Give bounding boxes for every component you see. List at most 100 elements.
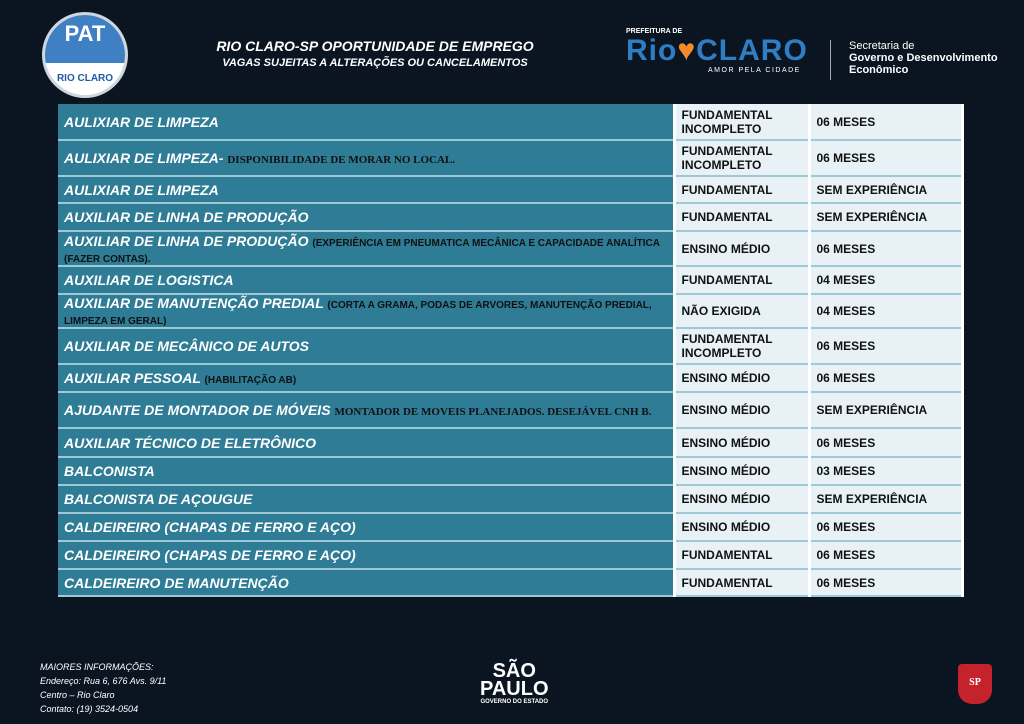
job-title: AUXILIAR TÉCNICO DE ELETRÔNICO [64,434,317,451]
experience-cell: 06 MESES [809,428,964,458]
job-title: AUXILIAR PESSOAL [64,370,201,386]
education-cell: NÃO EXIGIDA [674,294,811,329]
experience-cell: 06 MESES [809,328,964,365]
education-cell: ENSINO MÉDIO [674,364,811,393]
education-cell: ENSINO MÉDIO [674,392,811,429]
job-details: (CORTA A GRAMA, PODAS DE ARVORES, MANUTE… [64,300,652,327]
table-row: AUXILIAR DE MANUTENÇÃO PREDIAL (CORTA A … [58,294,964,329]
job-title: AJUDANTE DE MONTADOR DE MÓVEIS [64,402,331,418]
experience-cell: 04 MESES [809,266,964,295]
job-details: MONTADOR DE MOVEIS PLANEJADOS. DESEJÁVEL… [334,406,652,418]
job-details: (EXPERIÊNCIA EM PNEUMATICA MECÂNICA E CA… [64,237,660,265]
prefeitura-pre: PREFEITURA DE [626,28,683,35]
education-cell: ENSINO MÉDIO [674,485,811,514]
job-title-cell: CALDEIREIRO DE MANUTENÇÃO [58,569,676,597]
table-row: BALCONISTA ENSINO MÉDIO 03 MESES [58,457,964,486]
secretaria-line2: Governo e Desenvolvimento [849,52,998,64]
experience-cell: 06 MESES [809,104,964,141]
education-cell: FUNDAMENTAL [674,569,811,597]
experience-cell: SEM EXPERIÊNCIA [809,392,964,429]
education-cell: ENSINO MÉDIO [674,457,811,486]
job-title-cell: AJUDANTE DE MONTADOR DE MÓVEIS MONTADOR … [58,392,676,429]
education-cell: ENSINO MÉDIO [674,513,811,542]
job-title: AUXILIAR DE LINHA DE PRODUÇÃO [64,232,309,249]
experience-cell: 04 MESES [809,294,964,329]
job-title: BALCONISTA DE AÇOUGUE [64,491,253,507]
job-details: DISPONIBILIDADE DE MORAR NO LOCAL. [227,154,456,166]
job-title-cell: AUXILIAR DE LINHA DE PRODUÇÃO (EXPERIÊNC… [58,231,676,267]
footer-contact: Contato: (19) 3524-0504 [40,704,139,714]
footer-info: MAIORES INFORMAÇÕES: Endereço: Rua 6, 67… [40,660,166,716]
table-row: AUXILIAR DE LOGISTICA FUNDAMENTAL 04 MES… [58,266,964,295]
experience-cell: 03 MESES [809,457,964,486]
experience-cell: 06 MESES [809,364,964,393]
table-row: AUXILIAR DE LINHA DE PRODUÇÃO (EXPERIÊNC… [58,231,964,267]
job-title: AULIXIAR DE LIMPEZA [64,113,219,130]
job-title: BALCONISTA [64,463,155,479]
table-row: AJUDANTE DE MONTADOR DE MÓVEIS MONTADOR … [58,392,964,429]
page-title: RIO CLARO-SP OPORTUNIDADE DE EMPREGO [216,38,534,54]
logo-left: Rio [626,34,678,67]
experience-cell: 06 MESES [809,513,964,542]
education-cell: FUNDAMENTAL [674,541,811,570]
sp-line1: SÃO [492,660,536,682]
job-title: AULIXIAR DE LIMPEZA- [64,150,224,166]
experience-cell: 06 MESES [809,569,964,597]
job-title-cell: AUXILIAR DE MECÂNICO DE AUTOS [58,328,676,365]
job-title-cell: AUXILIAR DE LINHA DE PRODUÇÃO [58,203,676,232]
job-title: AUXILIAR DE LOGISTICA [64,272,234,288]
job-details: (HABILITAÇÃO AB) [204,375,297,386]
table-row: CALDEIREIRO (CHAPAS DE FERRO E AÇO) ENSI… [58,513,964,542]
job-title-cell: AUXILIAR PESSOAL (HABILITAÇÃO AB) [58,364,676,393]
job-title-cell: AUXILIAR DE LOGISTICA [58,266,676,295]
jobs-table: AULIXIAR DE LIMPEZA FUNDAMENTAL INCOMPLE… [58,104,964,597]
secretaria-line3: Econômico [849,64,909,76]
heart-icon: ♥ [677,34,697,67]
job-title-cell: AULIXIAR DE LIMPEZA- DISPONIBILIDADE DE … [58,140,676,177]
experience-cell: SEM EXPERIÊNCIA [809,485,964,514]
job-title-cell: BALCONISTA [58,457,676,486]
education-cell: FUNDAMENTAL [674,203,811,232]
education-cell: FUNDAMENTAL [674,266,811,295]
footer-address: Endereço: Rua 6, 676 Avs. 9/11 [40,676,167,686]
page-subtitle: VAGAS SUJEITAS A ALTERAÇÕES OU CANCELAME… [222,57,528,69]
sp-crest-icon: SP [958,664,992,704]
experience-cell: 06 MESES [809,541,964,570]
education-cell: FUNDAMENTAL INCOMPLETO [674,104,811,141]
pat-logo: PAT RIO CLARO [42,12,128,98]
pat-logo-subtitle: RIO CLARO [56,73,114,84]
table-row: AUXILIAR DE LINHA DE PRODUÇÃO FUNDAMENTA… [58,203,964,232]
job-title: CALDEIREIRO (CHAPAS DE FERRO E AÇO) [64,519,356,535]
education-cell: ENSINO MÉDIO [674,428,811,458]
job-title: AUXILIAR DE LINHA DE PRODUÇÃO [64,209,309,225]
table-row: BALCONISTA DE AÇOUGUE ENSINO MÉDIO SEM E… [58,485,964,514]
table-row: AUXILIAR DE MECÂNICO DE AUTOS FUNDAMENTA… [58,328,964,365]
education-cell: FUNDAMENTAL INCOMPLETO [674,140,811,177]
experience-cell: SEM EXPERIÊNCIA [809,176,964,204]
table-row: CALDEIREIRO (CHAPAS DE FERRO E AÇO) FUND… [58,541,964,570]
prefeitura-logo: PREFEITURA DE Rio♥CLARO AMOR PELA CIDADE [626,28,808,74]
experience-cell: 06 MESES [809,140,964,177]
table-row: CALDEIREIRO DE MANUTENÇÃO FUNDAMENTAL 06… [58,569,964,597]
job-title: AULIXIAR DE LIMPEZA [64,181,219,198]
footer-heading: MAIORES INFORMAÇÕES: [40,662,154,672]
secretaria-line1: Secretaria de [849,40,915,52]
table-row: AULIXIAR DE LIMPEZA FUNDAMENTAL SEM EXPE… [58,176,964,204]
experience-cell: 06 MESES [809,231,964,267]
job-title-cell: AUXILIAR TÉCNICO DE ELETRÔNICO [58,428,676,458]
education-cell: ENSINO MÉDIO [674,231,811,267]
job-title-cell: AULIXIAR DE LIMPEZA [58,104,676,141]
sp-line3: GOVERNO DO ESTADO [480,699,549,705]
prefeitura-tagline: AMOR PELA CIDADE [708,67,801,74]
job-title-cell: AUXILIAR DE MANUTENÇÃO PREDIAL (CORTA A … [58,294,676,329]
job-title-cell: CALDEIREIRO (CHAPAS DE FERRO E AÇO) [58,513,676,542]
experience-cell: SEM EXPERIÊNCIA [809,203,964,232]
job-title-cell: BALCONISTA DE AÇOUGUE [58,485,676,514]
sp-line2: PAULO [480,678,549,700]
job-title-cell: CALDEIREIRO (CHAPAS DE FERRO E AÇO) [58,541,676,570]
education-cell: FUNDAMENTAL INCOMPLETO [674,328,811,365]
sao-paulo-logo: SÃO PAULO GOVERNO DO ESTADO [480,660,549,706]
table-row: AUXILIAR TÉCNICO DE ELETRÔNICO ENSINO MÉ… [58,428,964,458]
job-title: CALDEIREIRO (CHAPAS DE FERRO E AÇO) [64,547,356,563]
logo-right: CLARO [696,34,808,67]
